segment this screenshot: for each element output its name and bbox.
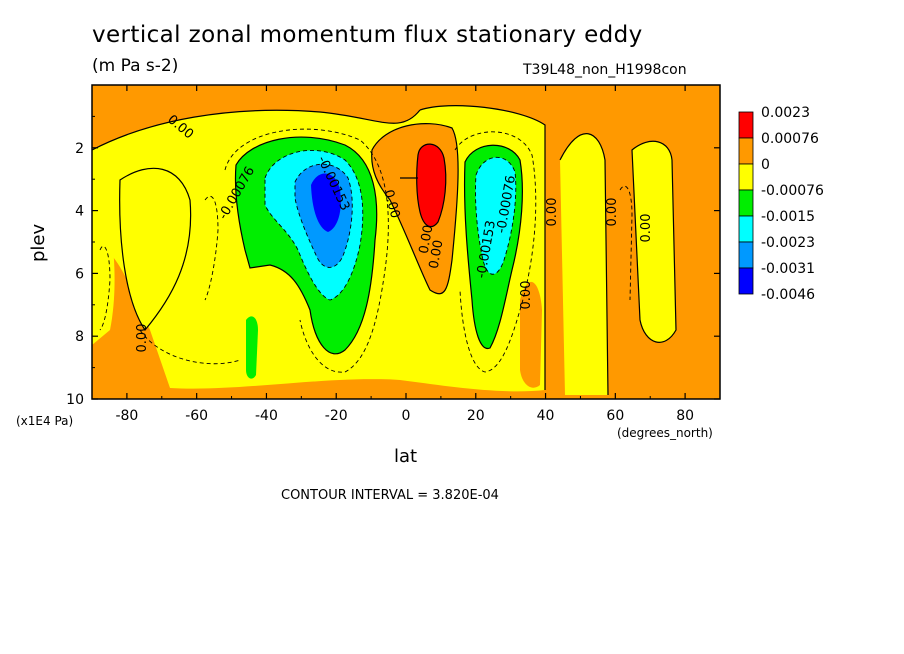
y-tick-label: 6	[75, 266, 84, 282]
x-tick-label: 60	[606, 408, 624, 424]
legend-label: -0.0046	[761, 287, 815, 303]
contour-interval: CONTOUR INTERVAL = 3.820E-04	[281, 488, 499, 503]
contour-label: 0.00	[427, 239, 447, 270]
legend-swatch	[738, 137, 754, 165]
legend-swatch	[738, 241, 754, 269]
color-legend: 0.0023 0.00076 0 -0.00076 -0.0015 -0.0023 -0.0…	[738, 105, 824, 303]
chart-units: (m Pa s-2)	[92, 56, 179, 76]
y-axis-label: plev	[28, 223, 49, 262]
legend-label: 0	[761, 157, 770, 173]
x-tick-label: -20	[325, 408, 348, 424]
legend-swatch	[738, 215, 754, 243]
x-tick-label: 20	[467, 408, 485, 424]
run-label: T39L48_non_H1998con	[523, 62, 687, 78]
legend-label: 0.00076	[761, 131, 819, 147]
legend-swatch	[738, 111, 754, 139]
y-scale-note: (x1E4 Pa)	[16, 414, 74, 428]
x-tick-label: 0	[402, 408, 411, 424]
contour-label: 0.00	[545, 198, 560, 227]
legend-label: 0.0023	[761, 105, 810, 121]
legend-label: -0.00076	[761, 183, 824, 199]
y-tick-label: 2	[75, 141, 84, 157]
contour-label: 0.00	[417, 224, 437, 255]
contour-label: 0.00	[380, 188, 402, 220]
x-tick-label: -40	[255, 408, 278, 424]
contour-label: 0.00	[605, 198, 620, 227]
x-tick-label: -60	[185, 408, 208, 424]
x-axis-label: lat	[394, 446, 418, 467]
y-tick-label: 10	[66, 392, 84, 408]
contour-label: 0.00	[639, 214, 654, 243]
contour-fields	[92, 85, 720, 399]
contour-label: 0.00	[135, 324, 150, 353]
x-axis: -80 -60 -40 -20 0 20 40 60 80	[91, 85, 721, 424]
legend-label: -0.0023	[761, 235, 815, 251]
y-axis: 2 4 6 8 10	[66, 115, 720, 408]
y-tick-label: 8	[75, 329, 84, 345]
contour-label: 0.00	[519, 281, 534, 310]
legend-label: -0.0015	[761, 209, 815, 225]
legend-swatch	[738, 163, 754, 191]
x-tick-label: -80	[115, 408, 138, 424]
legend-swatch	[738, 267, 754, 295]
y-tick-label: 4	[75, 204, 84, 220]
x-axis-units: (degrees_north)	[617, 426, 713, 440]
x-tick-label: 40	[537, 408, 555, 424]
x-tick-label: 80	[676, 408, 694, 424]
legend-swatch	[738, 189, 754, 217]
chart-title: vertical zonal momentum flux stationary …	[92, 22, 643, 48]
legend-label: -0.0031	[761, 261, 815, 277]
